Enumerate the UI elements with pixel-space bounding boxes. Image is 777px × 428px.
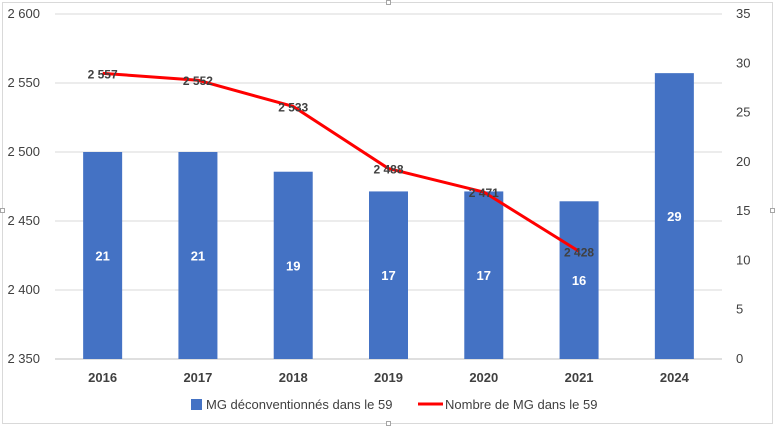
y-left-tick-label: 2 450	[7, 213, 40, 228]
x-tick-label: 2021	[565, 370, 594, 385]
resize-handle-bottom[interactable]	[386, 421, 391, 426]
resize-handle-top[interactable]	[386, 0, 391, 5]
legend-label-line: Nombre de MG dans le 59	[445, 397, 597, 412]
y-right-tick-label: 35	[736, 6, 750, 21]
bar	[83, 152, 123, 359]
bar-value-label: 17	[477, 268, 491, 283]
x-tick-label: 2019	[374, 370, 403, 385]
y-right-tick-label: 5	[736, 302, 743, 317]
bar-series: 21 21 19 17 17 16 29	[83, 73, 694, 360]
resize-handle-left[interactable]	[0, 208, 5, 213]
y-axis-left: 2 350 2 400 2 450 2 500 2 550 2 600	[7, 6, 40, 366]
line-value-label: 2 428	[564, 245, 594, 259]
bar-value-label: 21	[95, 249, 109, 264]
x-tick-label: 2016	[88, 370, 117, 385]
bar	[654, 73, 694, 360]
bar-value-label: 19	[286, 258, 300, 273]
y-right-tick-label: 25	[736, 105, 750, 120]
resize-handle-right[interactable]	[770, 208, 775, 213]
x-axis: 2016 2017 2018 2019 2020 2021 2024	[88, 370, 689, 385]
bar	[178, 152, 218, 359]
line-value-label: 2 533	[278, 100, 308, 114]
y-left-tick-label: 2 550	[7, 75, 40, 90]
y-left-tick-label: 2 400	[7, 282, 40, 297]
x-tick-label: 2024	[660, 370, 690, 385]
bar-value-label: 16	[572, 273, 586, 288]
x-tick-label: 2017	[183, 370, 212, 385]
legend-label-bar: MG déconventionnés dans le 59	[206, 397, 392, 412]
y-right-tick-label: 10	[736, 252, 750, 267]
x-tick-label: 2020	[469, 370, 498, 385]
line-value-label: 2 488	[373, 163, 403, 177]
bar	[559, 201, 599, 359]
bar	[273, 171, 313, 359]
line-value-label: 2 557	[88, 67, 118, 81]
bar	[464, 191, 504, 359]
bar-value-label: 29	[667, 209, 681, 224]
y-right-tick-label: 0	[736, 351, 743, 366]
series-line	[102, 71, 580, 253]
legend: MG déconventionnés dans le 59 Nombre de M…	[191, 397, 597, 412]
y-left-tick-label: 2 500	[7, 144, 40, 159]
x-tick-label: 2018	[279, 370, 308, 385]
line-value-label: 2 471	[469, 186, 499, 200]
y-right-tick-label: 30	[736, 55, 750, 70]
legend-swatch-bar	[191, 399, 202, 410]
y-left-tick-label: 2 350	[7, 351, 40, 366]
y-right-tick-label: 20	[736, 154, 750, 169]
bar	[369, 191, 408, 359]
bar-value-label: 17	[381, 268, 395, 283]
y-right-tick-label: 15	[736, 203, 750, 218]
y-axis-right: 0 5 10 15 20 25 30 35	[736, 6, 750, 366]
y-left-tick-label: 2 600	[7, 6, 40, 21]
line-value-label: 2 552	[183, 74, 213, 88]
line-series: 2 557 2 552 2 533 2 488 2 471 2 428	[88, 67, 595, 259]
bar-value-label: 21	[191, 249, 205, 264]
